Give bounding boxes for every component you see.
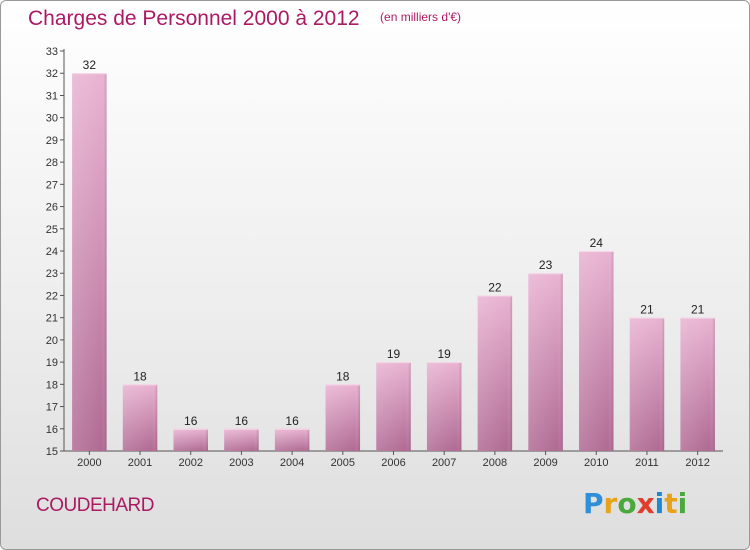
y-tick-label: 26 xyxy=(46,202,58,214)
x-tick-label: 2002 xyxy=(178,457,202,469)
bar-shading xyxy=(274,428,310,451)
data-label: 21 xyxy=(691,303,705,317)
y-tick-label: 22 xyxy=(46,290,58,302)
y-tick-label: 16 xyxy=(46,424,58,436)
x-tick-label: 2004 xyxy=(280,457,304,469)
data-label: 19 xyxy=(438,347,452,361)
y-tick-label: 29 xyxy=(46,135,58,147)
y-tick-label: 17 xyxy=(46,402,58,414)
chart-title: Charges de Personnel 2000 à 2012 xyxy=(28,7,360,30)
bar-shading xyxy=(72,73,107,451)
y-tick-label: 24 xyxy=(46,246,58,258)
bar-shading xyxy=(579,251,614,451)
y-tick-label: 32 xyxy=(46,68,58,80)
bar-shading xyxy=(629,317,665,451)
logo-letter: r xyxy=(603,487,618,520)
logo-letter: P xyxy=(583,487,604,520)
x-tick-label: 2006 xyxy=(381,457,405,469)
x-tick-label: 2005 xyxy=(331,457,355,469)
proxiti-logo: Proxiti xyxy=(583,487,687,520)
bar-shading xyxy=(325,384,361,451)
data-label: 19 xyxy=(387,347,401,361)
data-label: 24 xyxy=(590,236,604,250)
x-tick-label: 2010 xyxy=(584,457,608,469)
logo-letter: o xyxy=(617,487,637,520)
data-label: 16 xyxy=(235,414,249,428)
bar-shading xyxy=(376,362,411,451)
y-tick-label: 19 xyxy=(46,357,58,369)
bar-shading xyxy=(122,384,158,451)
logo-letter: t xyxy=(664,487,678,520)
data-label: 16 xyxy=(184,414,198,428)
logo-letter: i xyxy=(677,487,688,520)
x-tick-label: 2008 xyxy=(483,457,507,469)
y-tick-label: 25 xyxy=(46,224,58,236)
y-tick-label: 20 xyxy=(46,335,58,347)
bar-shading xyxy=(426,362,462,451)
y-tick-label: 30 xyxy=(46,113,58,125)
bar-shading xyxy=(477,295,513,451)
data-label: 22 xyxy=(488,280,502,294)
bar-shading xyxy=(680,317,715,451)
bar-shading xyxy=(173,428,208,451)
y-tick-label: 27 xyxy=(46,179,58,191)
commune-name: COUDEHARD xyxy=(36,495,154,516)
data-label: 18 xyxy=(133,369,147,383)
bar-shading xyxy=(528,273,563,451)
chart-subtitle: (en milliers d'€) xyxy=(380,10,462,24)
y-tick-label: 31 xyxy=(46,90,58,102)
y-tick-label: 33 xyxy=(46,46,58,58)
y-tick-label: 21 xyxy=(46,313,58,325)
y-tick-label: 28 xyxy=(46,157,58,169)
data-label: 18 xyxy=(336,369,350,383)
x-tick-label: 2000 xyxy=(77,457,101,469)
x-tick-label: 2007 xyxy=(432,457,456,469)
data-label: 32 xyxy=(83,58,97,72)
data-label: 23 xyxy=(539,258,553,272)
x-tick-label: 2009 xyxy=(533,457,557,469)
y-tick-label: 15 xyxy=(46,446,58,458)
data-label: 16 xyxy=(285,414,299,428)
logo-letter: i xyxy=(654,487,665,520)
x-tick-label: 2011 xyxy=(635,457,659,469)
bar-shading xyxy=(224,428,259,451)
y-tick-label: 18 xyxy=(46,379,58,391)
y-tick-label: 23 xyxy=(46,268,58,280)
logo-letter: x xyxy=(636,487,655,520)
x-tick-label: 2001 xyxy=(128,457,152,469)
x-tick-label: 2012 xyxy=(685,457,709,469)
data-label: 21 xyxy=(640,303,654,317)
title-block: Charges de Personnel 2000 à 2012 (en mil… xyxy=(28,7,461,31)
x-tick-label: 2003 xyxy=(229,457,253,469)
